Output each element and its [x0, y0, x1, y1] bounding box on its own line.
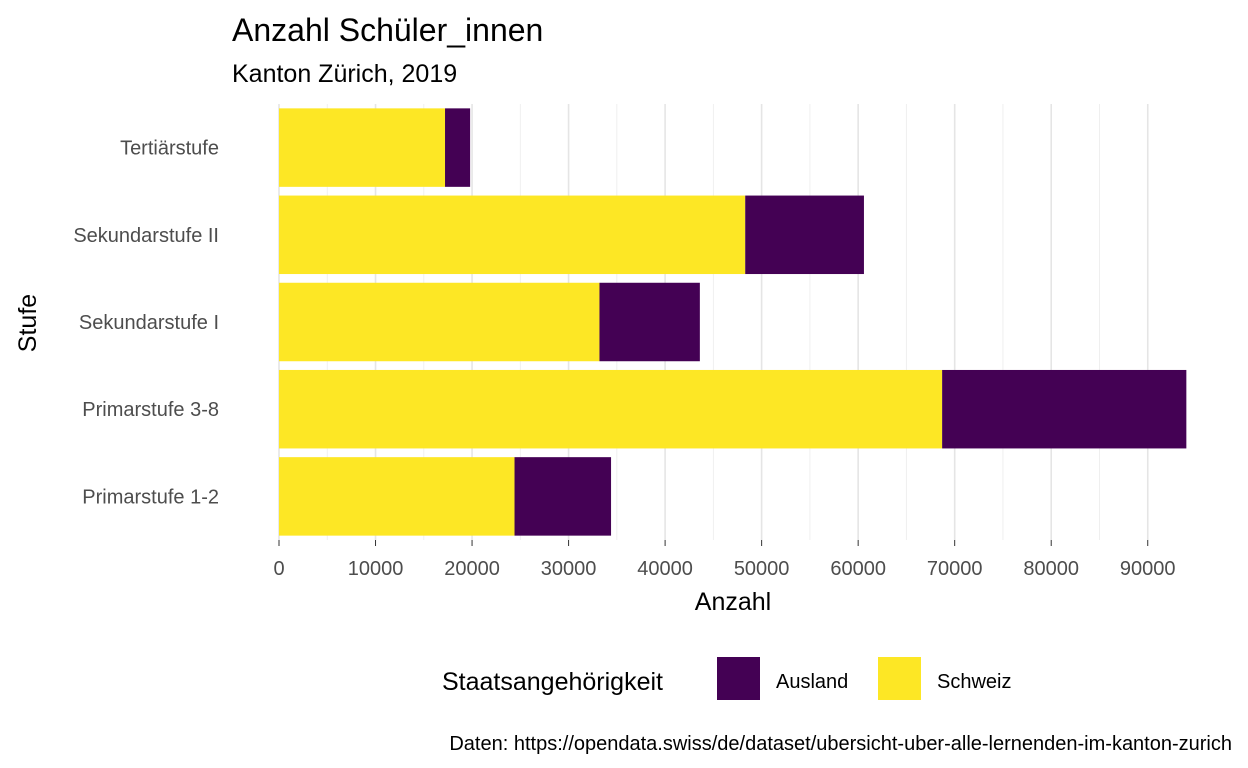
x-tick-label: 30000: [541, 558, 597, 580]
x-tick-label: 10000: [348, 558, 404, 580]
legend-label-ausland: Ausland: [776, 671, 848, 693]
data-source-caption: Daten: https://opendata.swiss/de/dataset…: [449, 733, 1232, 755]
x-tick-label: 60000: [830, 558, 886, 580]
x-axis: 0 10000 20000 30000 40000 50000 60000 70000 8000…: [273, 540, 1176, 580]
bar-schweiz-2: [279, 195, 746, 275]
bar-schweiz-4: [279, 369, 943, 449]
chart-title: Anzahl Schüler_innen: [232, 12, 543, 48]
x-tick-label: 80000: [1023, 558, 1079, 580]
x-tick-label: 40000: [637, 558, 693, 580]
y-tick-label: Primarstufe 3-8: [82, 399, 219, 421]
legend-title: Staatsangehörigkeit: [442, 668, 663, 696]
bar-ausland-3: [599, 282, 700, 362]
bar-schweiz-3: [279, 282, 600, 362]
y-axis-title: Stufe: [14, 294, 42, 352]
bar-ausland-2: [745, 195, 864, 275]
legend-label-schweiz: Schweiz: [937, 671, 1011, 693]
y-tick-label: Sekundarstufe II: [73, 225, 219, 247]
y-tick-label: Tertiärstufe: [120, 138, 219, 160]
bar-schweiz-5: [279, 457, 515, 536]
bar-ausland-1: [445, 108, 471, 187]
y-tick-label: Primarstufe 1-2: [82, 486, 219, 508]
x-axis-title: Anzahl: [695, 588, 771, 616]
bars: [279, 108, 1187, 536]
legend-swatch-ausland: [717, 657, 760, 700]
bar-ausland-5: [514, 457, 612, 536]
legend-swatch-schweiz: [878, 657, 921, 700]
legend: Staatsangehörigkeit Ausland Schweiz: [442, 657, 1011, 700]
x-tick-label: 20000: [444, 558, 500, 580]
bar-schweiz-1: [279, 108, 446, 187]
x-tick-label: 90000: [1120, 558, 1176, 580]
bar-ausland-4: [942, 369, 1187, 449]
y-tick-label: Sekundarstufe I: [79, 312, 219, 334]
x-tick-label: 50000: [734, 558, 790, 580]
chart-subtitle: Kanton Zürich, 2019: [232, 60, 457, 88]
y-axis: Tertiärstufe Sekundarstufe II Sekundarstuf…: [73, 138, 219, 509]
x-tick-label: 0: [273, 558, 284, 580]
x-tick-label: 70000: [927, 558, 983, 580]
